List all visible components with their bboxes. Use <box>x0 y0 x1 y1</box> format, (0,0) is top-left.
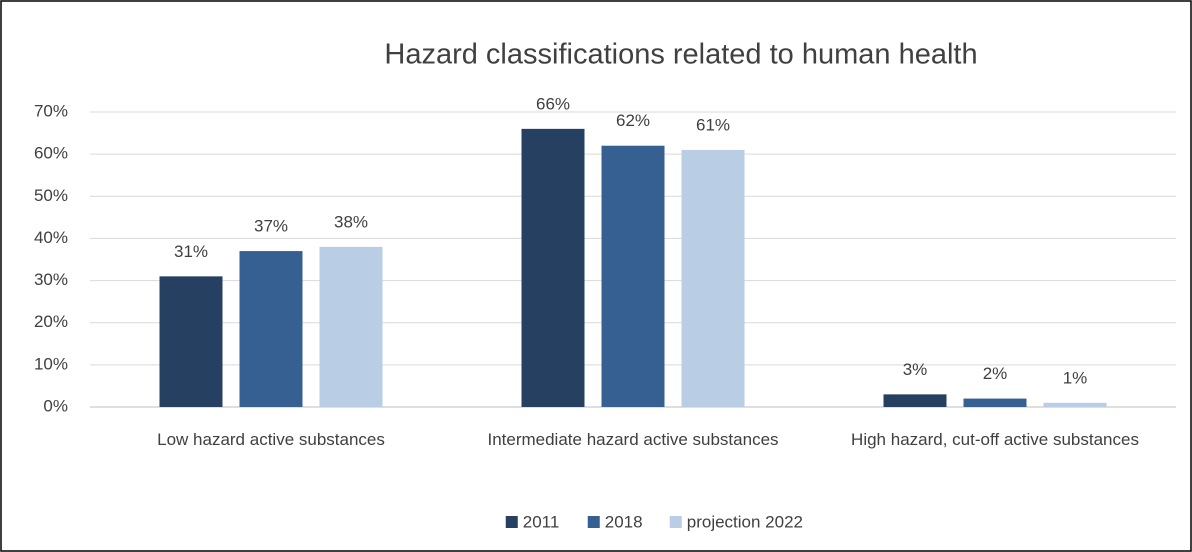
legend-label: 2011 <box>523 512 560 531</box>
y-tick-label: 10% <box>34 354 68 373</box>
data-label: 3% <box>903 360 928 379</box>
y-tick-label: 0% <box>43 396 68 415</box>
data-label: 38% <box>334 212 368 231</box>
bar <box>1043 402 1107 407</box>
y-tick-label: 70% <box>34 101 68 120</box>
legend-swatch <box>587 516 600 528</box>
bar <box>601 145 665 407</box>
bar <box>319 246 383 407</box>
bar <box>239 251 303 407</box>
bar <box>883 394 947 407</box>
bar <box>681 149 745 407</box>
y-tick-label: 40% <box>34 228 68 247</box>
x-tick-label: High hazard, cut-off active substances <box>851 430 1139 449</box>
data-label: 2% <box>983 364 1008 383</box>
legend-swatch <box>669 516 682 528</box>
bar <box>963 398 1027 407</box>
data-label: 1% <box>1063 368 1088 387</box>
data-label: 61% <box>696 115 730 134</box>
bar <box>521 128 585 407</box>
data-label: 66% <box>536 94 570 113</box>
x-tick-label: Low hazard active substances <box>157 430 385 449</box>
data-label: 37% <box>254 217 288 236</box>
y-tick-label: 50% <box>34 186 68 205</box>
data-label: 62% <box>616 111 650 130</box>
data-label: 31% <box>174 242 208 261</box>
legend-swatch <box>505 516 518 528</box>
y-tick-label: 30% <box>34 270 68 289</box>
legend-label: projection 2022 <box>687 512 803 531</box>
chart-title: Hazard classifications related to human … <box>384 39 977 71</box>
y-tick-label: 60% <box>34 144 68 163</box>
bar <box>159 276 223 407</box>
y-tick-label: 20% <box>34 312 68 331</box>
legend-label: 2018 <box>605 512 643 531</box>
x-tick-label: Intermediate hazard active substances <box>487 430 779 449</box>
